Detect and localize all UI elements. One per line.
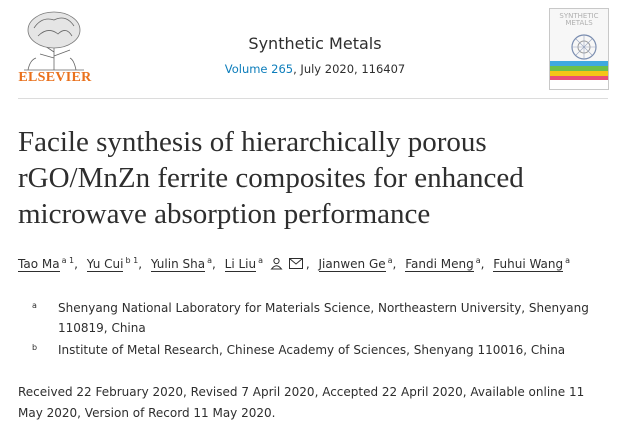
author-link[interactable]: Yu Cui b 1, — [86, 256, 143, 272]
affiliation-label: a — [32, 301, 37, 310]
author-name[interactable]: Yulin Sha — [150, 257, 206, 272]
affiliation-text: Institute of Metal Research, Chinese Aca… — [58, 343, 566, 357]
author-link[interactable]: Tao Ma a 1, — [18, 256, 78, 272]
affiliation-label: b — [32, 343, 38, 352]
volume-link[interactable]: Volume 265 — [224, 62, 294, 76]
journal-name[interactable]: Synthetic Metals — [248, 34, 382, 53]
author-superscript: b 1 — [125, 256, 139, 265]
author-superscript: a — [207, 256, 212, 265]
article-history-dates: Received 22 February 2020, Revised 7 Apr… — [18, 385, 585, 420]
author-name[interactable]: Jianwen Ge — [318, 257, 386, 272]
author-name[interactable]: Tao Ma — [18, 257, 60, 272]
journal-cover-thumbnail[interactable]: SYNTHETIC METALS — [549, 8, 609, 90]
cover-title: SYNTHETIC METALS — [559, 12, 599, 27]
affiliation-item: a Shenyang National Laboratory for Mater… — [32, 298, 611, 338]
author-link[interactable]: Yulin Sha a, — [150, 256, 216, 272]
article-title: Facile synthesis of hierarchically porou… — [18, 126, 524, 230]
author-link[interactable]: Fuhui Wang a — [493, 256, 571, 272]
person-icon[interactable] — [270, 257, 283, 273]
header-divider — [18, 98, 608, 99]
author-name[interactable]: Li Liu — [224, 257, 257, 272]
envelope-icon[interactable] — [288, 257, 303, 272]
author-list: Tao Ma a 1, Yu Cui b 1, Yulin Sha a, Li Liu… — [18, 256, 618, 273]
author-superscript: a 1 — [61, 256, 75, 265]
elsevier-tree-logo[interactable] — [18, 8, 90, 88]
author-superscript: a — [475, 256, 481, 265]
author-link[interactable]: Fandi Meng a, — [405, 256, 485, 272]
affiliation-text: Shenyang National Laboratory for Materia… — [58, 301, 589, 335]
citation-rest: , July 2020, 116407 — [293, 62, 406, 76]
author-superscript: a — [387, 256, 393, 265]
author-name[interactable]: Fuhui Wang — [493, 257, 564, 272]
citation-line: Volume 265, July 2020, 116407 — [160, 62, 470, 76]
author-name[interactable]: Yu Cui — [86, 257, 124, 272]
author-superscript: a — [258, 256, 264, 265]
author-link[interactable]: Jianwen Ge a, — [318, 256, 397, 272]
author-name[interactable]: Fandi Meng — [405, 257, 474, 272]
author-superscript: a — [565, 256, 571, 265]
publisher-name[interactable]: ELSEVIER — [18, 70, 92, 85]
author-link[interactable]: Li Liu a , — [224, 256, 310, 273]
affiliation-item: b Institute of Metal Research, Chinese A… — [32, 340, 611, 360]
